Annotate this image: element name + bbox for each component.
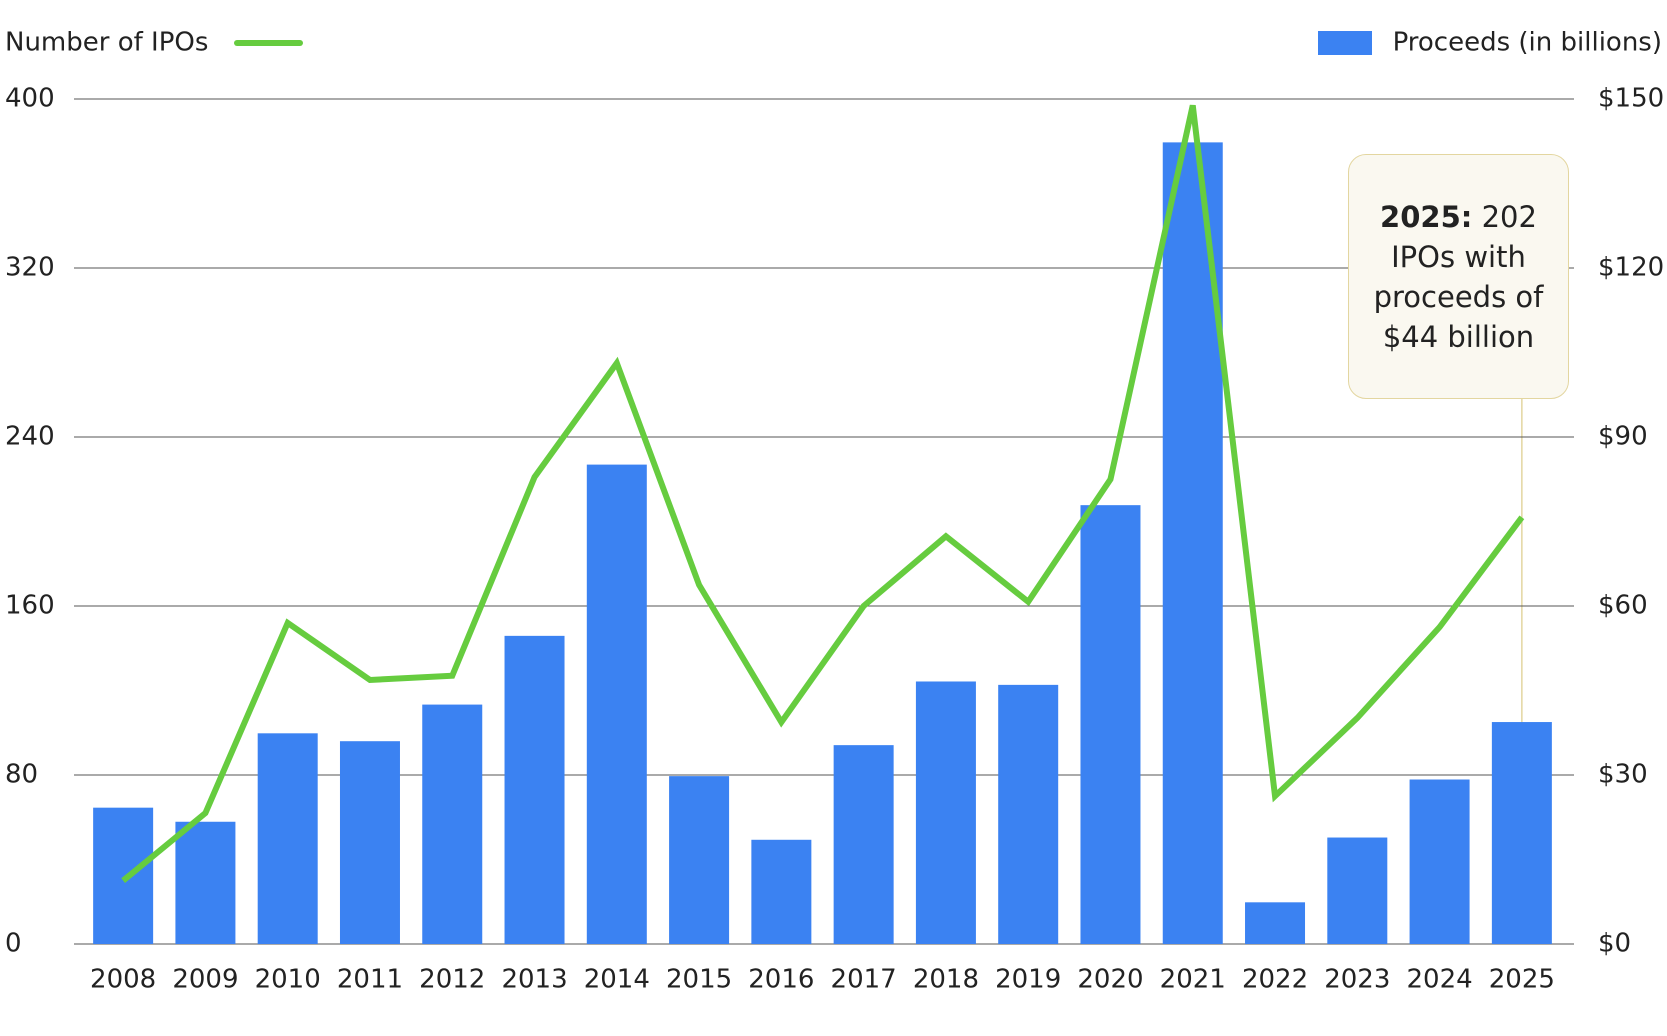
x-tick-label: 2011	[337, 965, 403, 995]
y-tick-label: 80	[5, 760, 38, 790]
line	[121, 104, 1525, 883]
y2-tick-label: $90	[1598, 422, 1648, 452]
x-tick-label: 2014	[584, 965, 650, 995]
x-tick-label: 2015	[666, 965, 732, 995]
bar	[504, 635, 565, 944]
x-tick-label: 2017	[831, 965, 897, 995]
y-tick-label: 240	[5, 422, 55, 452]
bar	[1409, 779, 1470, 944]
annotation: 2025: 202 IPOs with proceeds of $44 bill…	[1348, 154, 1569, 399]
y-tick-label: 160	[5, 591, 55, 621]
bar	[998, 684, 1059, 944]
x-tick-label: 2009	[172, 965, 238, 995]
x-tick-label: 2025	[1489, 965, 1555, 995]
x-tick-label: 2021	[1160, 965, 1226, 995]
bar	[1327, 837, 1388, 944]
bar	[586, 464, 647, 944]
bar	[1491, 722, 1552, 944]
bar	[339, 741, 400, 944]
y2-tick-label: $150	[1598, 84, 1664, 114]
annotation-bold: 2025:	[1380, 199, 1473, 234]
x-tick-label: 2008	[90, 965, 156, 995]
x-tick-label: 2024	[1406, 965, 1472, 995]
x-tick-label: 2013	[501, 965, 567, 995]
bar	[669, 776, 730, 944]
x-tick-label: 2016	[748, 965, 814, 995]
bar	[175, 821, 236, 944]
y-tick-label: 400	[5, 84, 55, 114]
x-tick-label: 2019	[995, 965, 1061, 995]
y2-tick-label: $0	[1598, 929, 1631, 959]
legend-swatch-bar	[1318, 31, 1372, 55]
x-tick-label: 2022	[1242, 965, 1308, 995]
x-tick-label: 2018	[913, 965, 979, 995]
bar	[833, 745, 894, 944]
y-tick-label: 0	[5, 929, 22, 959]
y-tick-label: 320	[5, 253, 55, 283]
legend-label-bar: Proceeds (in billions)	[1393, 28, 1662, 58]
bar	[1245, 902, 1306, 944]
y2-tick-label: $30	[1598, 760, 1648, 790]
y2-tick-label: $60	[1598, 591, 1648, 621]
bar	[422, 704, 483, 944]
annotation-text: 202 IPOs with proceeds of $44 billion	[1373, 199, 1544, 354]
bar	[1080, 505, 1141, 944]
bar	[257, 733, 318, 944]
bar	[93, 807, 154, 944]
legend-label-line: Number of IPOs	[5, 28, 208, 58]
x-tick-label: 2012	[419, 965, 485, 995]
x-tick-label: 2020	[1077, 965, 1143, 995]
bar	[915, 681, 976, 944]
x-tick-label: 2010	[255, 965, 321, 995]
y2-tick-label: $120	[1598, 253, 1664, 283]
x-tick-label: 2023	[1324, 965, 1390, 995]
bar	[751, 839, 812, 944]
